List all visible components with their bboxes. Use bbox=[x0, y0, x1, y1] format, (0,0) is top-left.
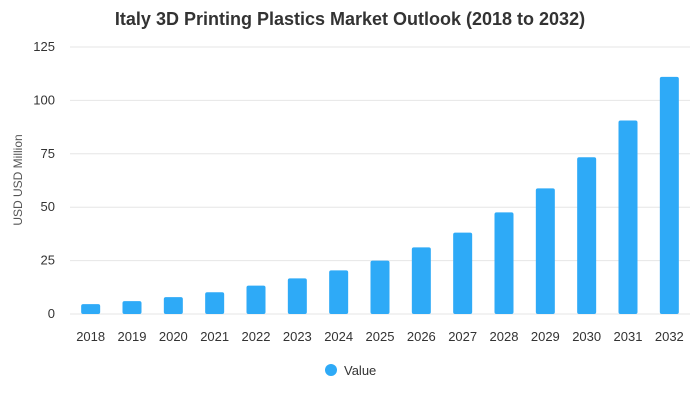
x-tick-label: 2026 bbox=[407, 329, 436, 344]
x-tick-label: 2019 bbox=[118, 329, 147, 344]
bar-2024 bbox=[329, 270, 349, 314]
bar-2028 bbox=[494, 212, 514, 314]
x-tick-label: 2031 bbox=[614, 329, 643, 344]
bar-2026 bbox=[411, 247, 431, 314]
bars bbox=[81, 76, 679, 315]
y-axis-label: USD USD Million bbox=[11, 134, 25, 225]
y-tick-label: 25 bbox=[41, 253, 55, 268]
bar-2019 bbox=[122, 301, 142, 314]
x-tick-label: 2027 bbox=[448, 329, 477, 344]
legend-label-value: Value bbox=[344, 363, 376, 378]
x-tick-label: 2025 bbox=[366, 329, 395, 344]
bar-2031 bbox=[618, 120, 638, 315]
chart-title: Italy 3D Printing Plastics Market Outloo… bbox=[115, 9, 585, 29]
legend-marker-value bbox=[325, 364, 337, 376]
y-tick-label: 50 bbox=[41, 199, 55, 214]
y-tick-label: 75 bbox=[41, 146, 55, 161]
bar-2020 bbox=[163, 297, 183, 314]
x-tick-label: 2022 bbox=[242, 329, 271, 344]
x-tick-label: 2032 bbox=[655, 329, 684, 344]
bar-2022 bbox=[246, 285, 266, 314]
legend: Value bbox=[325, 363, 376, 378]
bar-2023 bbox=[287, 278, 307, 314]
bar-2030 bbox=[577, 157, 597, 314]
x-tick-label: 2024 bbox=[324, 329, 353, 344]
bar-2018 bbox=[81, 304, 101, 314]
x-tick-label: 2021 bbox=[200, 329, 229, 344]
x-tick-label: 2018 bbox=[76, 329, 105, 344]
y-tick-label: 0 bbox=[48, 306, 55, 321]
bar-2032 bbox=[659, 76, 679, 315]
y-axis-ticks: 0 25 50 75 100 125 bbox=[33, 39, 55, 321]
y-tick-label: 100 bbox=[33, 92, 55, 107]
x-tick-label: 2030 bbox=[572, 329, 601, 344]
bar-2029 bbox=[535, 188, 555, 314]
x-axis-ticks: 2018 2019 2020 2021 2022 2023 2024 2025 2026 2027… bbox=[76, 329, 684, 344]
x-tick-label: 2023 bbox=[283, 329, 312, 344]
x-tick-label: 2029 bbox=[531, 329, 560, 344]
bar-2021 bbox=[205, 292, 225, 314]
x-tick-label: 2028 bbox=[490, 329, 519, 344]
bar-2027 bbox=[453, 232, 473, 314]
y-tick-label: 125 bbox=[33, 39, 55, 54]
x-tick-label: 2020 bbox=[159, 329, 188, 344]
bar-2025 bbox=[370, 260, 390, 314]
